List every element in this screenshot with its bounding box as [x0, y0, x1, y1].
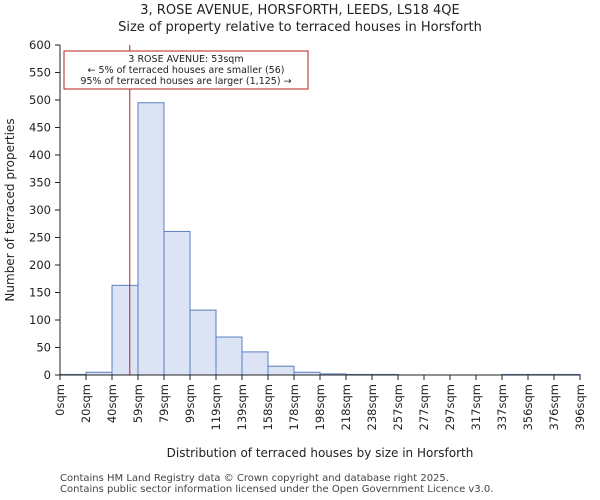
footer-copyright: Contains HM Land Registry data © Crown c… [60, 473, 449, 484]
histogram-bar [163, 230, 191, 376]
x-tick-label: 356sqm [521, 384, 535, 430]
y-tick-label: 250 [29, 231, 51, 245]
chart-title: 3, ROSE AVENUE, HORSFORTH, LEEDS, LS18 4… [140, 3, 460, 18]
x-tick-label: 99sqm [183, 384, 197, 423]
x-tick-label: 178sqm [287, 384, 301, 430]
histogram-bar [137, 102, 165, 376]
annotation-line-title: 3 ROSE AVENUE: 53sqm [128, 54, 243, 65]
x-tick-label: 238sqm [365, 384, 379, 430]
x-tick-label: 317sqm [469, 384, 483, 430]
y-tick-label: 500 [29, 93, 51, 107]
y-tick-label: 600 [29, 38, 51, 52]
annotation-border [63, 50, 309, 90]
y-tick-label: 450 [29, 121, 51, 135]
x-tick-label: 257sqm [391, 384, 405, 430]
y-tick-label: 0 [44, 368, 51, 382]
y-tick-label: 200 [29, 258, 51, 272]
histogram-bar [111, 284, 139, 376]
annotation-line-smaller: ← 5% of terraced houses are smaller (56) [88, 65, 285, 76]
y-tick-label: 150 [29, 286, 51, 300]
footer-licence: Contains public sector information licen… [60, 484, 494, 495]
x-tick-label: 376sqm [547, 384, 561, 430]
y-tick-label: 300 [29, 203, 51, 217]
x-axis-title: Distribution of terraced houses by size … [167, 446, 474, 460]
x-tick-label: 59sqm [131, 384, 145, 423]
annotation-line-larger: 95% of terraced houses are larger (1,125… [80, 76, 291, 87]
y-tick-label: 400 [29, 148, 51, 162]
x-tick-label: 337sqm [495, 384, 509, 430]
x-tick-label: 79sqm [157, 384, 171, 423]
x-tick-label: 277sqm [417, 384, 431, 430]
x-tick-label: 40sqm [105, 384, 119, 423]
y-tick-label: 50 [36, 341, 51, 355]
x-tick-label: 0sqm [53, 384, 67, 416]
x-tick-label: 20sqm [79, 384, 93, 423]
y-tick-label: 550 [29, 66, 51, 80]
x-tick-label: 139sqm [235, 384, 249, 430]
chart-subtitle: Size of property relative to terraced ho… [118, 20, 482, 35]
x-tick-label: 297sqm [443, 384, 457, 430]
histogram-bar [215, 336, 243, 376]
y-axis-title: Number of terraced properties [3, 118, 17, 301]
x-tick-label: 158sqm [261, 384, 275, 430]
x-tick-label: 119sqm [209, 384, 223, 430]
x-tick-label: 396sqm [573, 384, 587, 430]
x-tick-label: 218sqm [339, 384, 353, 430]
bars-layer [59, 102, 581, 376]
histogram-bar [267, 365, 295, 376]
x-tick-label: 198sqm [313, 384, 327, 430]
annotation-box: 3 ROSE AVENUE: 53sqm ← 5% of terraced ho… [63, 50, 309, 90]
y-tick-label: 350 [29, 176, 51, 190]
axes-layer: 0 50 100 150 200 250 300 350 400 450 500 550 600 0sqm… [29, 38, 587, 430]
histogram-bar [241, 351, 269, 376]
y-tick-label: 100 [29, 313, 51, 327]
histogram-bar [189, 309, 217, 376]
